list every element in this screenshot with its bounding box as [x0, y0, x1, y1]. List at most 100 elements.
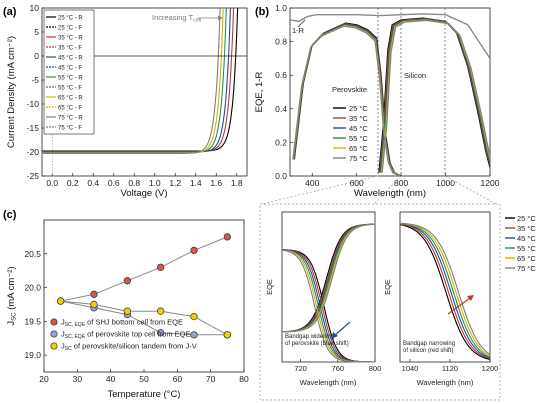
chart-b-label-1r-pointer — [297, 19, 306, 28]
chart-a-legend-label: 65 °C - R — [58, 96, 83, 102]
chart-a-xtick-label: 1.8 — [231, 178, 243, 188]
chart-inset-left: 720 760 800 EQE Wavelength (nm) Bandgap wi… — [265, 211, 382, 387]
chart-a-ytick-label: -20 — [27, 147, 40, 157]
chart-a-xtick-label: 0.8 — [128, 178, 140, 188]
chart-c-ytick-label: 19.0 — [24, 350, 41, 360]
chart-a-legend-label: 75 °C - F — [58, 126, 82, 132]
inset-right-legend-label: 55 °C — [517, 244, 536, 253]
chart-b-legend-label: 35 °C — [349, 114, 368, 123]
chart-c-ylabel: JSC (mA cm⁻²) — [6, 266, 18, 325]
chart-c-series-line-0 — [60, 236, 228, 302]
chart-b: 0.0 0.2 0.4 0.6 0.8 1.0 400 600 800 1000 1200 EQE… — [254, 3, 500, 199]
panel-label-a: (a) — [3, 6, 17, 18]
chart-c-legend-label: JSC of perovskite/silicon tandem from J-… — [61, 342, 197, 353]
chart-a-legend-label: 35 °C - F — [58, 46, 82, 52]
chart-b-one-minus-r — [290, 13, 490, 59]
chart-b-ytick-label: 1.0 — [275, 3, 287, 13]
chart-c-series-line-2 — [60, 300, 228, 336]
chart-a: 10 5 0 -5 -10 -15 -20 -25 0.0 0.2 0.4 0.6 0.8 1.0 1.2… — [6, 3, 248, 199]
chart-b-legend-label: 65 °C — [349, 144, 368, 153]
inset-right-silicon-75 — [399, 222, 491, 355]
inset-right-legend-label: 25 °C — [517, 214, 536, 223]
chart-a-xtick-label: 0.6 — [108, 178, 120, 188]
inset-left-ylabel: EQE — [265, 279, 274, 295]
chart-a-legend-label: 55 °C - R — [58, 76, 83, 82]
chart-c-legend-marker — [50, 318, 58, 326]
chart-b-ytick-label: 0.2 — [275, 137, 287, 147]
chart-c-point-1 — [157, 329, 165, 337]
inset-left-perovskite-75 — [281, 249, 375, 363]
chart-c-ytick-label: 20.0 — [24, 283, 41, 293]
chart-a-annotation-arrowhead — [218, 15, 223, 21]
chart-a-frame — [41, 7, 248, 177]
chart-a-ytick-label: -25 — [27, 171, 40, 181]
chart-a-legend-label: 45 °C - R — [58, 56, 83, 62]
chart-a-ytick-label: 5 — [34, 27, 39, 37]
chart-a-legend-box — [43, 9, 95, 135]
chart-b-legend-label: 45 °C — [349, 124, 368, 133]
inset-right-annotation-1: Bandgap narrowing — [403, 341, 455, 347]
inset-left-shift-arrow — [333, 321, 351, 337]
inset-right-shift-arrowhead — [467, 295, 474, 301]
chart-a-ytick-label: 0 — [34, 51, 39, 61]
inset-right-frame — [399, 211, 491, 363]
chart-c-legend-label: JSC, EQE of SHJ bottom cell from EQE — [61, 318, 183, 329]
chart-a-legend-label: 75 °C - R — [58, 116, 83, 122]
chart-c-ytick-label: 19.5 — [24, 316, 41, 326]
chart-inset-right: 1040 1120 1200 EQE Wavelength (nm) Bandgap… — [383, 211, 498, 387]
inset-right-legend-label: 65 °C — [517, 254, 536, 263]
inset-left-xtick-label: 800 — [369, 364, 382, 373]
chart-b-legend-label: 75 °C — [349, 154, 368, 163]
chart-a-xtick-label: 1.6 — [210, 178, 222, 188]
inset-left-silicon-75 — [281, 223, 376, 333]
chart-b-label-1r: 1-R — [292, 26, 305, 35]
chart-a-xtick-label: 0.4 — [87, 178, 99, 188]
chart-a-xlabel: Voltage (V) — [121, 188, 168, 199]
chart-c-ytick-label: 20.5 — [24, 249, 41, 259]
chart-b-xtick-label: 800 — [394, 178, 408, 188]
chart-c-point-2 — [123, 307, 131, 315]
chart-c-point-0 — [157, 263, 165, 271]
chart-c-point-0 — [223, 233, 231, 241]
chart-a-ylabel: Current Density (mA cm⁻²) — [6, 36, 17, 148]
chart-b-silicon-eqe-25 — [378, 17, 490, 173]
chart-a-legend-label: 35 °C - R — [58, 36, 83, 42]
chart-b-silicon-eqe-75 — [381, 19, 490, 173]
chart-a-legend-label: 45 °C - F — [58, 66, 82, 72]
chart-a-legend-label: 25 °C - F — [58, 26, 82, 32]
inset-left-frame — [281, 211, 376, 363]
inset-left-annotation-2: of perovskite (blue shift) — [285, 341, 349, 347]
chart-c-legend-marker — [50, 330, 58, 338]
inset-right-silicon-25 — [399, 224, 491, 361]
chart-a-legend-label: 25 °C - R — [58, 16, 83, 22]
inset-right-ylabel: EQE — [383, 279, 392, 295]
chart-c-point-2 — [190, 312, 198, 321]
chart-c-point-2 — [157, 307, 165, 315]
chart-c-point-2 — [223, 331, 231, 339]
panel-label-b: (b) — [255, 6, 269, 18]
chart-a-legend-label: 55 °C - F — [58, 86, 82, 92]
chart-b-legend-label: 25 °C — [349, 104, 368, 113]
chart-b-perovskite-eqe-75 — [292, 25, 400, 176]
chart-c-legend-label: JSC, EQE of perovskite top cell from EQE — [61, 330, 191, 341]
inset-right-xtick-label: 1040 — [402, 364, 419, 373]
chart-c-xtick-label: 80 — [239, 374, 249, 384]
chart-c-xtick-label: 60 — [173, 374, 183, 384]
inset-right-legend-label: 75 °C — [517, 264, 536, 273]
chart-c-point-1 — [190, 331, 198, 339]
chart-c-xtick-label: 40 — [106, 374, 116, 384]
inset-right-annotation-2: of silicon (red shift) — [403, 348, 453, 354]
chart-b-ytick-label: 0.6 — [275, 70, 287, 80]
inset-left-annotation-1: Bandgap widening — [285, 334, 334, 340]
chart-c-point-2 — [90, 300, 98, 309]
chart-c-xtick-label: 30 — [73, 374, 83, 384]
chart-b-frame — [289, 7, 491, 177]
chart-b-xtick-label: 1000 — [436, 178, 455, 188]
chart-b-label-perovskite: Perovskite — [332, 85, 367, 94]
chart-c-legend-marker — [50, 342, 58, 350]
chart-b-xtick-label: 1200 — [481, 178, 500, 188]
chart-a-annotation: Increasing Tcell — [152, 13, 201, 24]
chart-c-point-0 — [123, 277, 131, 285]
inset-right-legend-label: 45 °C — [517, 234, 536, 243]
